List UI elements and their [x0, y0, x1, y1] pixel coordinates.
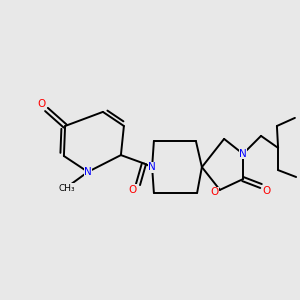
Text: N: N — [84, 167, 92, 177]
Text: O: O — [210, 187, 219, 197]
Text: N: N — [239, 149, 247, 159]
Text: O: O — [262, 186, 271, 197]
Text: CH₃: CH₃ — [58, 184, 75, 193]
Text: O: O — [128, 185, 137, 195]
Text: O: O — [37, 99, 45, 109]
Text: N: N — [148, 162, 156, 172]
